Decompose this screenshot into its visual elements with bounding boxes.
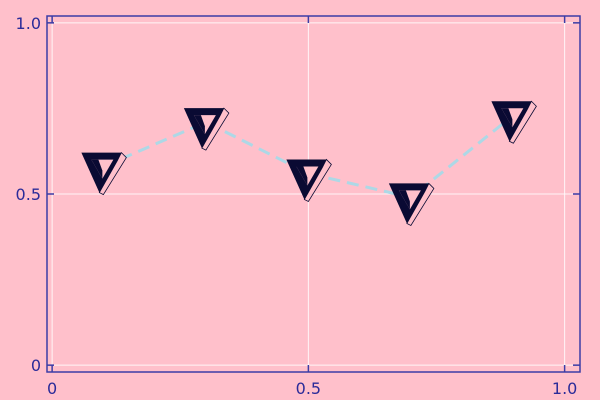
grid-lines	[47, 16, 580, 372]
marker-inner-fold	[91, 159, 103, 179]
y-tick-label: 1.0	[16, 14, 41, 33]
marker-inner-fold	[501, 108, 513, 128]
y-tick-label: 0	[31, 356, 41, 375]
marker-face-right	[303, 158, 332, 202]
data-point	[286, 158, 332, 202]
data-series	[81, 100, 537, 226]
marker-face-right	[201, 107, 230, 151]
axis-ticks: 0 0.5 1.0 0 0.5 1.0	[16, 14, 580, 398]
marker-inner-fold	[398, 190, 410, 210]
marker-inner-fold	[296, 166, 308, 186]
data-point	[183, 107, 230, 151]
data-point	[81, 151, 127, 196]
y-tick-label: 0.5	[16, 185, 41, 204]
data-point	[388, 182, 435, 226]
data-point	[491, 100, 537, 144]
x-tick-label: 0	[47, 379, 57, 398]
marker-face-right	[406, 182, 435, 226]
x-tick-label: 1.0	[552, 379, 577, 398]
marker-face-right	[508, 100, 537, 144]
marker-inner-fold	[193, 115, 205, 135]
marker-face-right	[98, 151, 127, 196]
x-tick-label: 0.5	[296, 379, 321, 398]
